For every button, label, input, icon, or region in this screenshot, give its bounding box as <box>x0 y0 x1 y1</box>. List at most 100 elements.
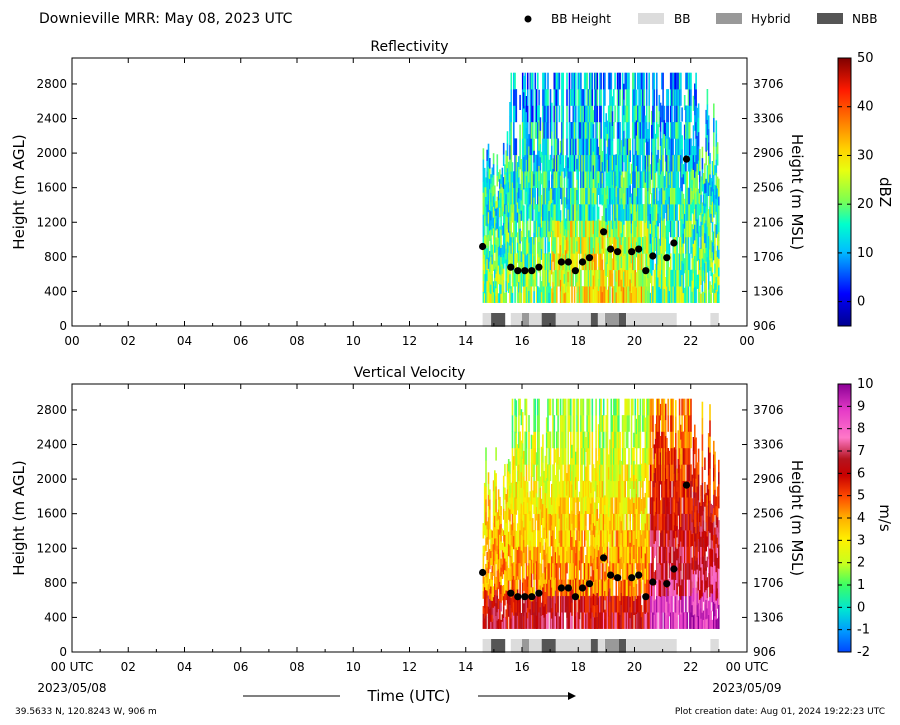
reflectivity-y2-tick-label: 2106 <box>753 215 784 229</box>
velocity-x-tick-label: 10 <box>346 660 361 674</box>
velocity-heatmap-cell <box>489 489 491 500</box>
reflectivity-heatmap-cell <box>634 138 637 156</box>
velocity-heatmap-cell <box>496 620 499 629</box>
reflectivity-heatmap-cell <box>582 171 585 188</box>
velocity-heatmap-cell <box>632 464 634 482</box>
velocity-heatmap-cell <box>620 592 623 605</box>
velocity-heatmap-cell <box>706 536 709 547</box>
reflectivity-heatmap-cell <box>707 142 710 156</box>
reflectivity-heatmap-cell <box>571 187 573 205</box>
reflectivity-heatmap-cell <box>494 269 496 278</box>
reflectivity-heatmap-cell <box>487 155 490 167</box>
reflectivity-heatmap-cell <box>515 220 518 238</box>
reflectivity-heatmap-cell <box>562 220 564 238</box>
legend-hybrid-swatch <box>716 13 742 24</box>
velocity-heatmap-cell <box>547 415 549 432</box>
velocity-bb-height-point <box>528 593 536 601</box>
velocity-heatmap-cell <box>700 526 702 537</box>
reflectivity-heatmap-cell <box>590 154 592 172</box>
reflectivity-heatmap-cell <box>530 253 533 271</box>
reflectivity-heatmap-cell <box>590 220 592 238</box>
reflectivity-heatmap-cell <box>709 206 711 218</box>
velocity-heatmap-cell <box>621 497 624 514</box>
velocity-heatmap-cell <box>642 464 644 482</box>
velocity-heatmap-cell <box>616 513 619 531</box>
reflectivity-heatmap-cell <box>506 241 509 254</box>
velocity-heatmap-cell <box>673 589 676 604</box>
velocity-heatmap-cell <box>534 497 537 514</box>
velocity-heatmap-cell <box>533 595 535 613</box>
velocity-heatmap-cell <box>506 463 509 477</box>
velocity-heatmap-cell <box>509 616 511 629</box>
velocity-heatmap-cell <box>667 464 669 482</box>
reflectivity-heatmap-cell <box>571 138 573 156</box>
reflectivity-heatmap-cell <box>504 233 506 244</box>
velocity-bb-type-segment <box>597 639 605 653</box>
velocity-heatmap-cell <box>496 595 499 604</box>
reflectivity-heatmap-cell <box>552 230 554 242</box>
velocity-heatmap-cell <box>702 610 705 620</box>
velocity-heatmap-cell <box>682 513 685 531</box>
reflectivity-heatmap-cell <box>635 180 638 197</box>
velocity-heatmap-cell <box>652 579 654 597</box>
reflectivity-heatmap-cell <box>662 286 664 303</box>
reflectivity-heatmap-cell <box>515 204 518 221</box>
reflectivity-heatmap-cell <box>676 253 678 271</box>
velocity-heatmap-cell <box>489 598 491 609</box>
velocity-heatmap-cell <box>702 547 705 557</box>
velocity-heatmap-cell <box>619 445 621 461</box>
reflectivity-heatmap-cell <box>699 181 701 194</box>
reflectivity-heatmap-cell <box>585 237 587 254</box>
velocity-heatmap-cell <box>590 555 592 567</box>
reflectivity-heatmap-cell <box>547 105 549 123</box>
reflectivity-heatmap-cell <box>571 269 573 287</box>
velocity-heatmap-cell <box>534 513 537 531</box>
reflectivity-heatmap-cell <box>662 105 664 123</box>
velocity-heatmap-cell <box>597 612 600 629</box>
reflectivity-heatmap-cell <box>707 249 710 263</box>
velocity-heatmap-cell <box>695 478 697 493</box>
reflectivity-heatmap-cell <box>626 269 629 287</box>
reflectivity-heatmap-cell <box>561 171 563 188</box>
reflectivity-heatmap-cell <box>545 204 548 221</box>
reflectivity-heatmap-cell <box>711 282 714 293</box>
reflectivity-heatmap-cell <box>692 273 695 289</box>
velocity-heatmap-cell <box>662 530 664 547</box>
velocity-heatmap-cell <box>514 431 516 449</box>
velocity-heatmap-cell <box>651 464 653 482</box>
reflectivity-heatmap-cell <box>680 154 682 172</box>
velocity-heatmap-cell <box>647 448 649 465</box>
velocity-heatmap-cell <box>549 546 552 564</box>
reflectivity-heatmap-cell <box>686 253 688 271</box>
velocity-heatmap-cell <box>526 491 529 503</box>
velocity-heatmap-cell <box>661 398 663 416</box>
reflectivity-heatmap-cell <box>590 171 592 188</box>
reflectivity-heatmap-cell <box>675 286 677 303</box>
velocity-heatmap-cell <box>704 579 706 593</box>
reflectivity-heatmap-cell <box>615 270 618 282</box>
reflectivity-heatmap-cell <box>614 72 616 90</box>
velocity-heatmap-cell <box>494 504 496 516</box>
velocity-heatmap-cell <box>595 546 597 564</box>
velocity-heatmap-cell <box>502 541 505 553</box>
reflectivity-heatmap-cell <box>599 220 601 238</box>
reflectivity-heatmap-cell <box>501 293 504 303</box>
velocity-heatmap-cell <box>630 530 633 547</box>
velocity-heatmap-cell <box>686 513 688 531</box>
velocity-heatmap-cell <box>556 497 558 514</box>
velocity-heatmap-cell <box>651 563 653 580</box>
velocity-heatmap-cell <box>570 415 572 432</box>
reflectivity-heatmap-cell <box>666 286 668 303</box>
reflectivity-x-tick-label: 12 <box>402 334 417 348</box>
reflectivity-heatmap-cell <box>620 186 623 199</box>
reflectivity-heatmap-cell <box>597 182 600 195</box>
reflectivity-heatmap-cell <box>483 244 486 255</box>
velocity-heatmap-cell <box>540 602 543 616</box>
velocity-heatmap-cell <box>575 552 577 566</box>
velocity-heatmap-cell <box>637 497 639 514</box>
velocity-heatmap-cell <box>502 595 505 608</box>
reflectivity-heatmap-cell <box>526 220 529 238</box>
reflectivity-heatmap-cell <box>695 269 697 287</box>
velocity-heatmap-cell <box>687 595 690 613</box>
reflectivity-heatmap-cell <box>632 220 634 238</box>
